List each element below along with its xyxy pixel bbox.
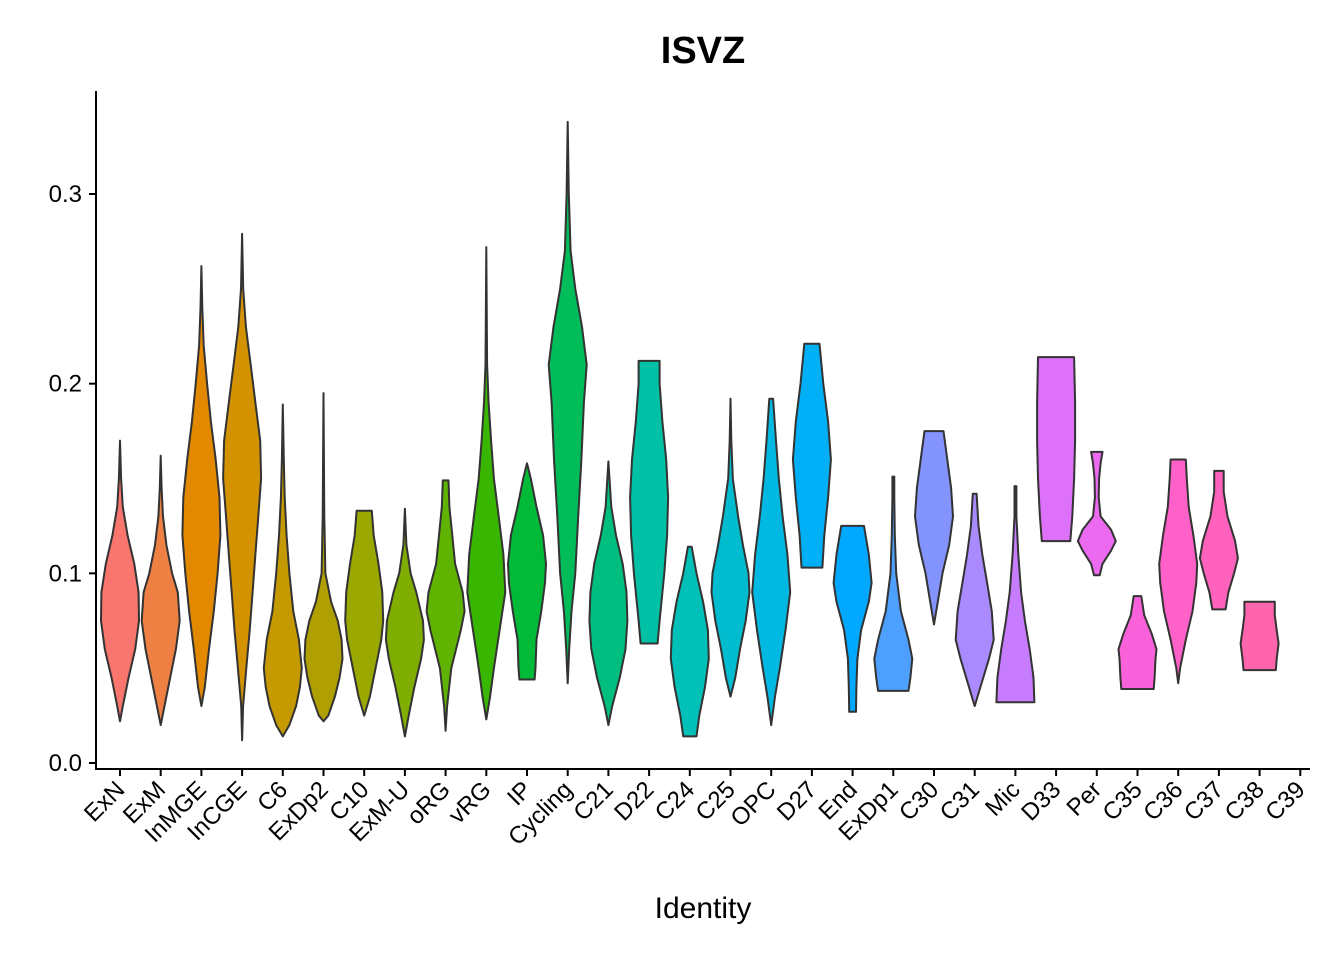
violin-C21: [588, 460, 629, 727]
violin-OPC: [751, 397, 792, 727]
y-tick-label: 0.1: [49, 560, 82, 587]
x-tick-label: C39: [1260, 776, 1310, 826]
violin-C24: [669, 545, 710, 738]
x-tick-label: OPC: [726, 776, 782, 832]
violin-oRG: [425, 479, 466, 732]
violin-D33: [1036, 356, 1077, 543]
x-tick-label: C30: [894, 776, 944, 826]
violin-group: [100, 120, 1280, 742]
x-tick-label: ExN: [79, 776, 130, 827]
x-tick-label: C31: [935, 776, 985, 826]
violin-Mic: [995, 485, 1036, 704]
violin-C38: [1239, 600, 1280, 672]
violin-vRG: [466, 246, 507, 721]
violin-Cycling: [547, 120, 588, 685]
violin-Per: [1076, 450, 1117, 577]
x-tick-label: D27: [772, 776, 822, 826]
x-tick-label: C38: [1220, 776, 1270, 826]
x-tick-label: C24: [650, 776, 700, 826]
violin-InCGE: [222, 232, 263, 742]
x-tick-label: C21: [568, 776, 618, 826]
violin-C30: [914, 430, 954, 626]
violin-C37: [1198, 469, 1239, 611]
violin-ExDp2: [303, 392, 344, 723]
violin-C36: [1158, 458, 1199, 685]
violin-ExN: [100, 439, 140, 723]
violin-D27: [791, 342, 832, 569]
violin-End: [832, 524, 873, 713]
x-tick-label: D22: [609, 776, 659, 826]
chart-title: ISVZ: [661, 30, 745, 72]
x-tick-label: Per: [1062, 776, 1108, 822]
y-tick-label: 0.0: [49, 750, 82, 777]
violin-ExM-U: [384, 507, 425, 738]
violin-IP: [507, 462, 547, 681]
violin-InMGE: [181, 265, 222, 708]
x-tick-label: D33: [1016, 776, 1066, 826]
violin-ExM: [140, 454, 181, 727]
y-tick-label: 0.2: [49, 371, 82, 398]
violin-C31: [954, 492, 995, 708]
y-axis-ticks: 0.0 0.1 0.2 0.3: [49, 181, 96, 777]
violin-D22: [629, 359, 670, 645]
violin-ExDp1: [873, 475, 914, 692]
x-tick-label: C36: [1138, 776, 1188, 826]
x-axis-title: Identity: [655, 892, 752, 925]
y-tick-label: 0.3: [49, 181, 82, 208]
x-tick-label: vRG: [444, 776, 497, 829]
x-tick-label: C35: [1098, 776, 1148, 826]
x-tick-label: oRG: [402, 776, 456, 830]
x-tick-label: C37: [1179, 776, 1229, 826]
violin-C25: [710, 397, 751, 698]
violin-C10: [344, 509, 385, 717]
violin-C35: [1117, 595, 1158, 690]
x-tick-label: Mic: [980, 776, 1025, 821]
violin-C6: [262, 403, 303, 738]
